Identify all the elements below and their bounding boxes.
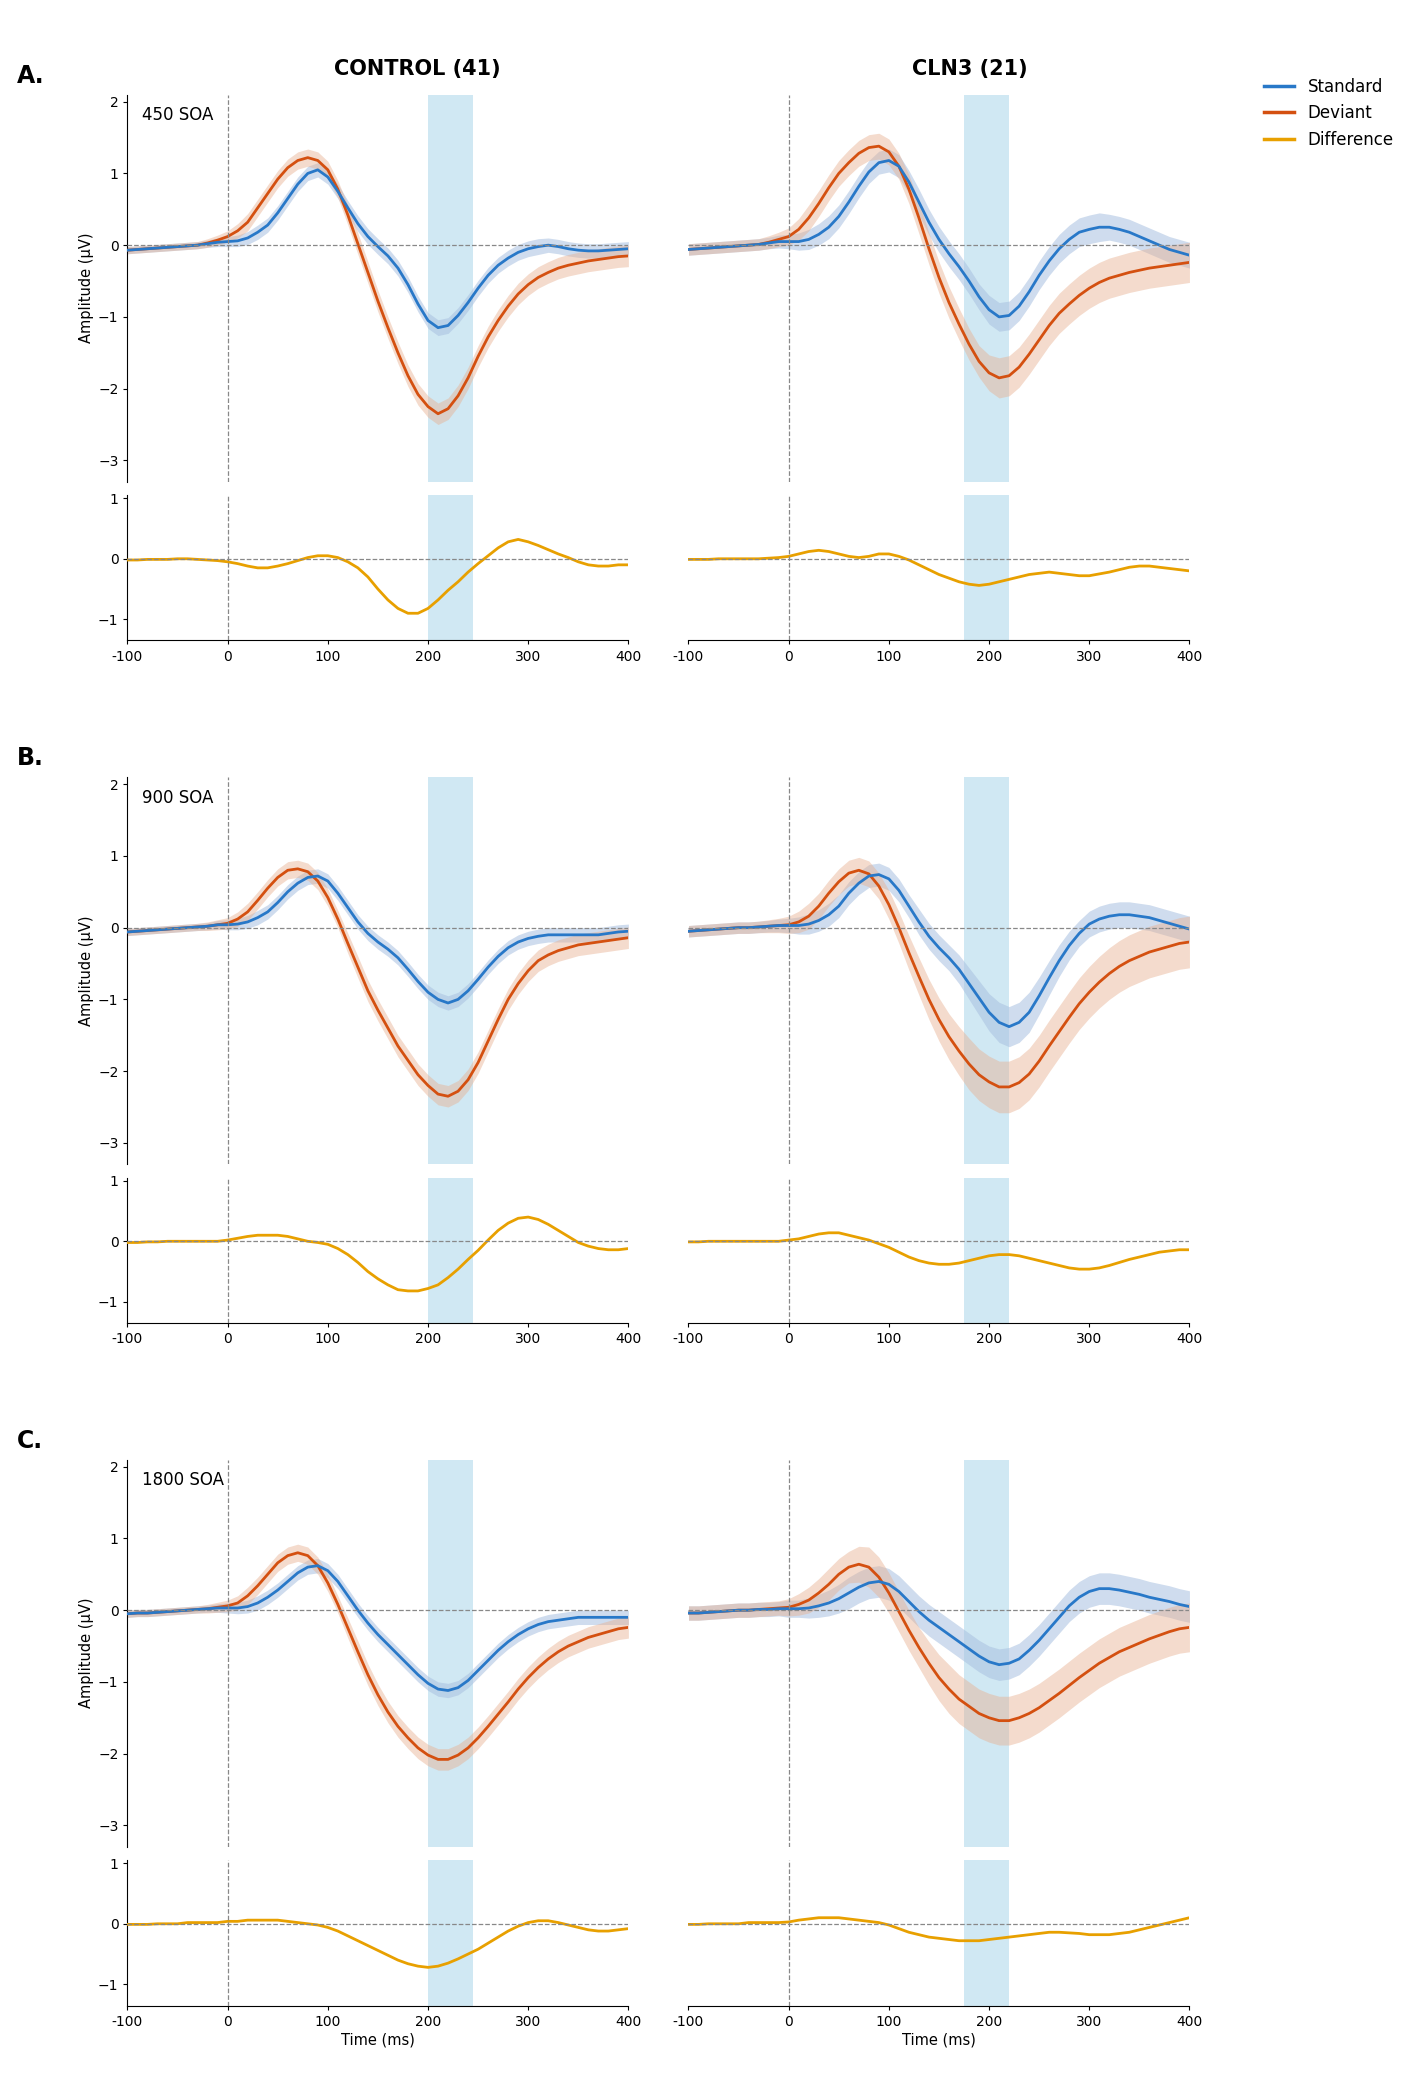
Text: B.: B. — [17, 746, 44, 771]
Bar — [964, 1460, 1010, 1846]
Y-axis label: Amplitude (μV): Amplitude (μV) — [79, 233, 93, 344]
Bar — [428, 777, 473, 1163]
Bar — [964, 94, 1010, 481]
Bar — [428, 94, 473, 481]
Y-axis label: Amplitude (μV): Amplitude (μV) — [79, 1598, 93, 1709]
Text: 450 SOA: 450 SOA — [143, 107, 214, 124]
X-axis label: Time (ms): Time (ms) — [341, 2033, 415, 2048]
Text: A.: A. — [17, 63, 45, 88]
Text: C.: C. — [17, 1428, 44, 1453]
Bar — [964, 496, 1010, 640]
Bar — [428, 496, 473, 640]
Bar — [428, 1178, 473, 1323]
Legend: Standard, Deviant, Difference: Standard, Deviant, Difference — [1257, 71, 1400, 155]
Text: CONTROL (41): CONTROL (41) — [334, 59, 501, 80]
Bar — [964, 777, 1010, 1163]
Bar — [964, 1861, 1010, 2005]
Text: CLN3 (21): CLN3 (21) — [912, 59, 1028, 80]
Bar — [964, 1178, 1010, 1323]
Bar — [428, 1460, 473, 1846]
X-axis label: Time (ms): Time (ms) — [902, 2033, 976, 2048]
Bar — [428, 1861, 473, 2005]
Text: 1800 SOA: 1800 SOA — [143, 1472, 225, 1489]
Y-axis label: Amplitude (μV): Amplitude (μV) — [79, 916, 93, 1027]
Text: 900 SOA: 900 SOA — [143, 790, 214, 806]
